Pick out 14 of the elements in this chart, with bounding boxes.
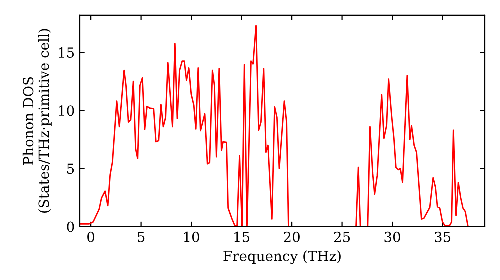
x-tick-label: 25 [334, 232, 350, 242]
x-tick-label: 15 [234, 232, 250, 242]
y-tick-label: 15 [59, 48, 74, 58]
x-tick-label: 35 [435, 232, 451, 242]
x-tick-label: 10 [184, 232, 200, 242]
x-tick-label: 20 [284, 232, 300, 242]
y-tick-label: 5 [67, 164, 74, 174]
x-tick-label: 5 [138, 232, 145, 242]
x-axis-title: Frequency (THz) [224, 250, 341, 264]
y-axis-title: Phonon DOS (States/THz·primitive cell) [22, 29, 52, 213]
y-tick-label: 0 [67, 222, 74, 232]
y-tick-label: 10 [59, 106, 74, 116]
x-tick-label: 30 [384, 232, 400, 242]
x-tick-label: 0 [88, 232, 95, 242]
